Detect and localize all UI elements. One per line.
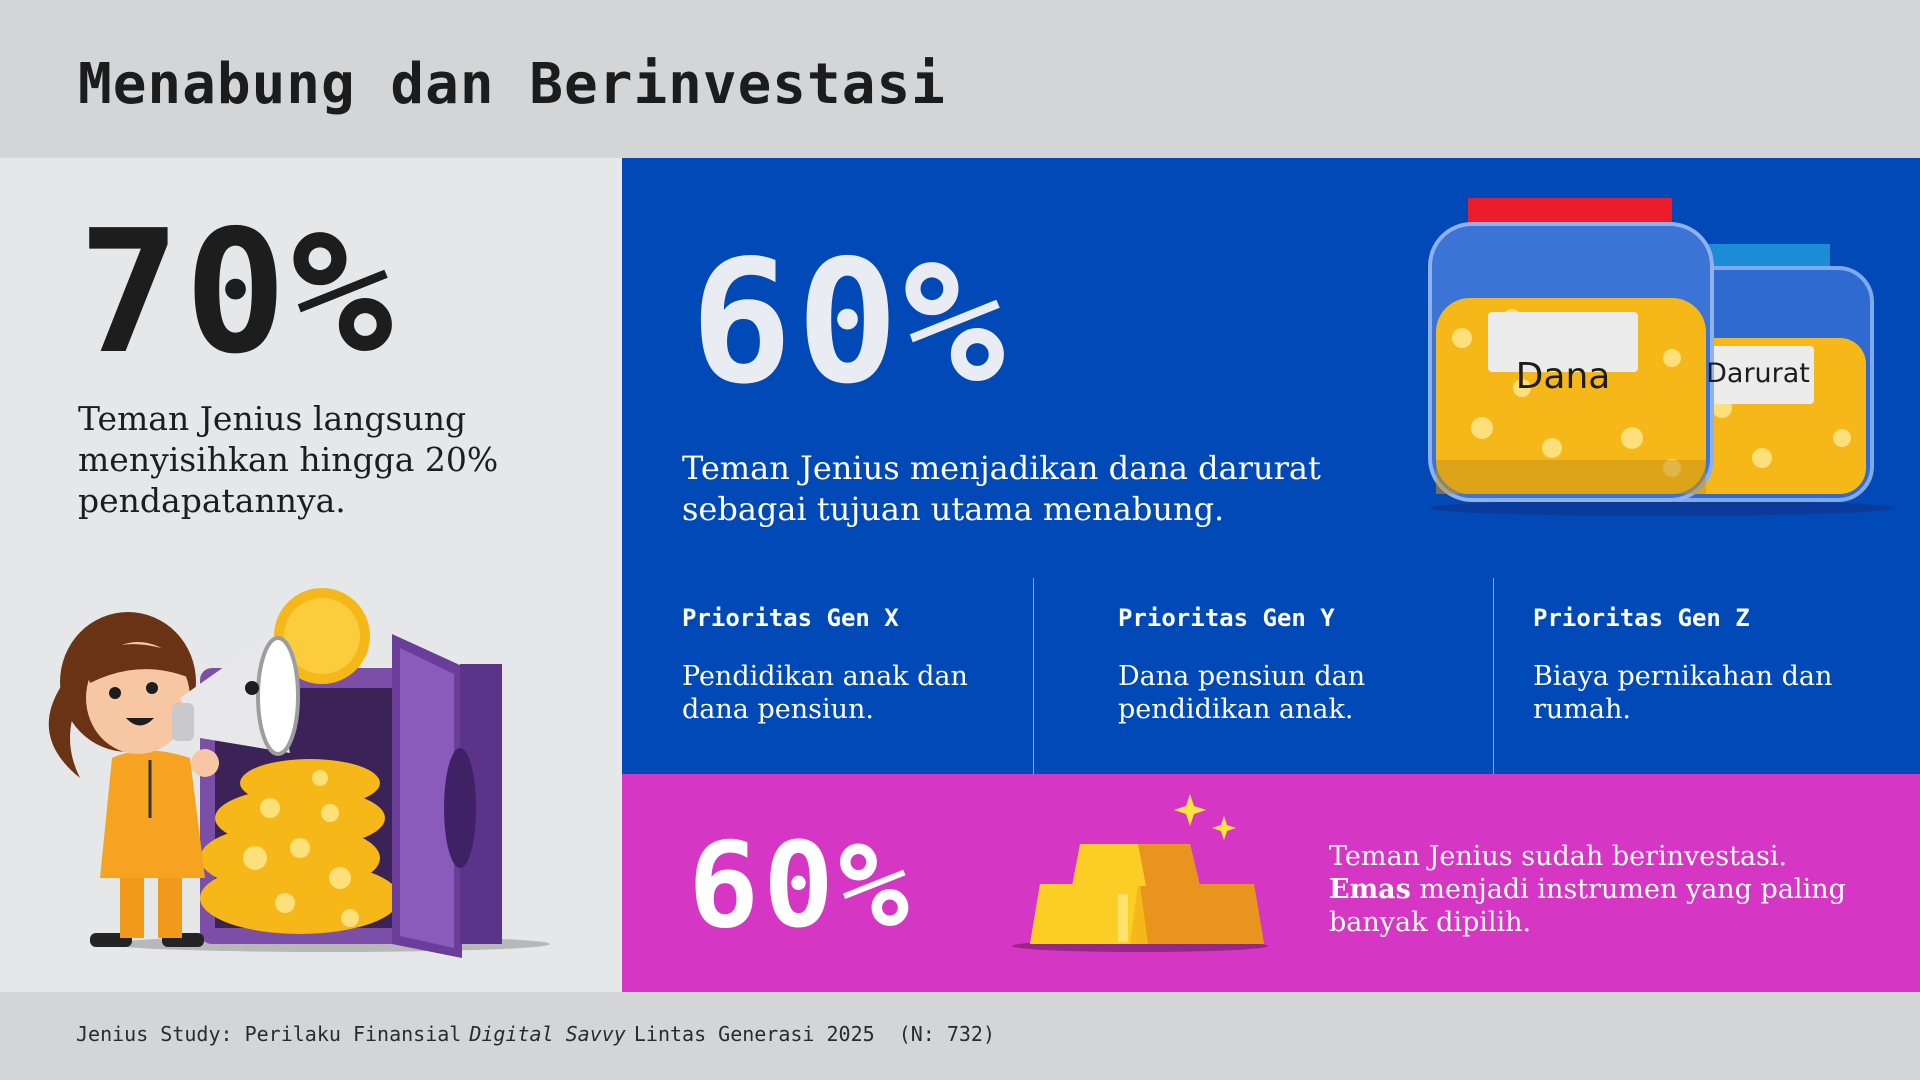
column-divider <box>1033 578 1034 774</box>
investment-panel: 60% Teman Jenius sudah berinvestasi. Ema… <box>622 774 1920 992</box>
source-prefix: Jenius Study: Perilaku Finansial <box>76 1022 462 1046</box>
saving-stat: 70% <box>78 194 398 392</box>
investment-description: Teman Jenius sudah berinvestasi. Emas me… <box>1329 840 1849 939</box>
priority-title: Prioritas Gen Y <box>1118 604 1335 632</box>
header: Menabung dan Berinvestasi <box>0 0 1920 158</box>
priority-gen-y: Prioritas Gen Y Dana pensiun dan pendidi… <box>1033 578 1468 774</box>
page-title: Menabung dan Berinvestasi <box>78 52 946 117</box>
emergency-fund-panel: 60% Teman Jenius menjadikan dana darurat… <box>622 158 1920 774</box>
jar-label-darurat: Darurat <box>1706 358 1810 389</box>
investment-highlight: Emas <box>1329 874 1411 905</box>
priority-text: Dana pensiun dan pendidikan anak. <box>1118 661 1366 725</box>
source-suffix: Lintas Generasi 2025 <box>633 1022 875 1046</box>
savings-jars-illustration <box>1428 198 1894 516</box>
sample-size: (N: 732) <box>898 1022 996 1046</box>
priority-title: Prioritas Gen X <box>682 604 899 632</box>
emergency-description: Teman Jenius menjadikan dana darurat seb… <box>682 449 1321 528</box>
safe-girl-illustration <box>48 588 550 958</box>
column-divider <box>1493 578 1494 774</box>
investment-line2: Emas menjadi instrumen yang paling banya… <box>1329 873 1849 939</box>
saving-description: Teman Jenius langsung menyisihkan hingga… <box>78 399 499 520</box>
priority-text: Pendidikan anak dan dana pensiun. <box>682 661 968 725</box>
investment-rest: menjadi instrumen yang paling banyak dip… <box>1329 874 1846 938</box>
emergency-stat: 60% <box>690 224 1010 422</box>
source-note: Jenius Study: Perilaku Finansial Digital … <box>76 1022 1003 1046</box>
investment-stat: 60% <box>688 816 914 954</box>
investment-line1: Teman Jenius sudah berinvestasi. <box>1329 841 1788 872</box>
jar-label-dana: Dana <box>1515 356 1611 397</box>
source-italic: Digital Savvy <box>469 1022 626 1046</box>
gold-bars-illustration <box>1012 794 1268 952</box>
priority-title: Prioritas Gen Z <box>1533 604 1750 632</box>
priority-text: Biaya pernikahan dan rumah. <box>1533 661 1833 725</box>
footer: Jenius Study: Perilaku Finansial Digital … <box>0 992 1920 1080</box>
priority-gen-z: Prioritas Gen Z Biaya pernikahan dan rum… <box>1493 578 1913 774</box>
priority-gen-x: Prioritas Gen X Pendidikan anak dan dana… <box>682 578 1054 774</box>
saving-panel: 70% Teman Jenius langsung menyisihkan hi… <box>0 158 622 992</box>
